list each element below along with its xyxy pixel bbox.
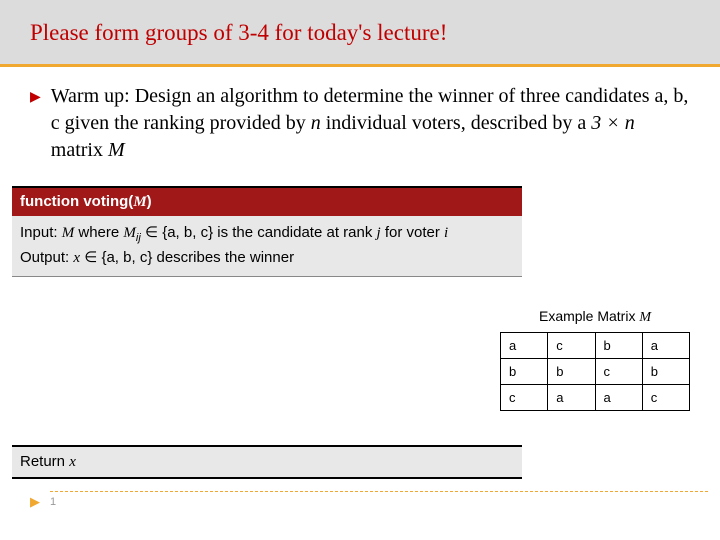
table-cell: a (642, 333, 689, 359)
warmup-text: Warm up: Design an algorithm to determin… (51, 83, 690, 164)
var-n: n (311, 112, 321, 134)
var-M: M (108, 139, 125, 161)
table-cell: a (548, 385, 595, 411)
func-input-Mij: M (123, 225, 136, 241)
body-area: ▶ Warm up: Design an algorithm to determ… (0, 67, 720, 277)
table-cell: b (595, 333, 642, 359)
func-input-for: for voter (381, 224, 444, 241)
func-input-where: where (74, 224, 123, 241)
warmup-mid: individual voters, described by a (321, 112, 592, 134)
example-matrix-table: acbabbcbcaac (500, 332, 690, 411)
function-body: Input: M where Mij ∈ {a, b, c} is the ca… (12, 216, 522, 277)
func-input-i: i (444, 225, 448, 241)
return-box: Return x (12, 445, 522, 479)
warmup-after: matrix (51, 139, 108, 161)
dashed-accent-line (50, 491, 708, 492)
var-n-2: n (625, 112, 635, 134)
example-matrix-area: Example Matrix M acbabbcbcaac (500, 308, 690, 411)
table-row: acba (501, 333, 690, 359)
example-label-var: M (639, 310, 651, 325)
return-var: x (69, 454, 76, 470)
function-box: function voting(M) Input: M where Mij ∈ … (12, 186, 522, 277)
func-header-var: M (133, 194, 146, 210)
table-cell: c (595, 359, 642, 385)
page-title: Please form groups of 3-4 for today's le… (30, 20, 690, 46)
return-prefix: Return (20, 453, 69, 470)
footer-triangle-icon: ▶ (30, 494, 40, 510)
func-header-suffix: ) (147, 193, 152, 210)
return-body: Return x (12, 447, 522, 479)
func-input-M: M (62, 225, 75, 241)
function-header: function voting(M) (12, 188, 522, 216)
warmup-bullet: ▶ Warm up: Design an algorithm to determ… (30, 83, 690, 164)
func-output-rest: ∈ {a, b, c} describes the winner (80, 249, 294, 266)
example-title: Example Matrix M (500, 308, 690, 326)
table-cell: c (642, 385, 689, 411)
header-band: Please form groups of 3-4 for today's le… (0, 0, 720, 64)
bullet-triangle-icon: ▶ (30, 89, 41, 106)
table-cell: c (548, 333, 595, 359)
example-label-prefix: Example Matrix (539, 308, 639, 324)
func-input-label: Input: (20, 224, 62, 241)
func-header-prefix: function voting( (20, 193, 133, 210)
table-cell: b (548, 359, 595, 385)
table-cell: b (642, 359, 689, 385)
func-output-label: Output: (20, 249, 73, 266)
table-cell: a (501, 333, 548, 359)
table-cell: a (595, 385, 642, 411)
func-input-in: ∈ {a, b, c} is the candidate at rank (141, 224, 377, 241)
footer: ▶ 1 (30, 494, 56, 510)
table-row: caac (501, 385, 690, 411)
table-row: bbcb (501, 359, 690, 385)
page-number: 1 (50, 496, 56, 508)
table-cell: c (501, 385, 548, 411)
var-dim: 3 × n (591, 112, 635, 134)
table-cell: b (501, 359, 548, 385)
